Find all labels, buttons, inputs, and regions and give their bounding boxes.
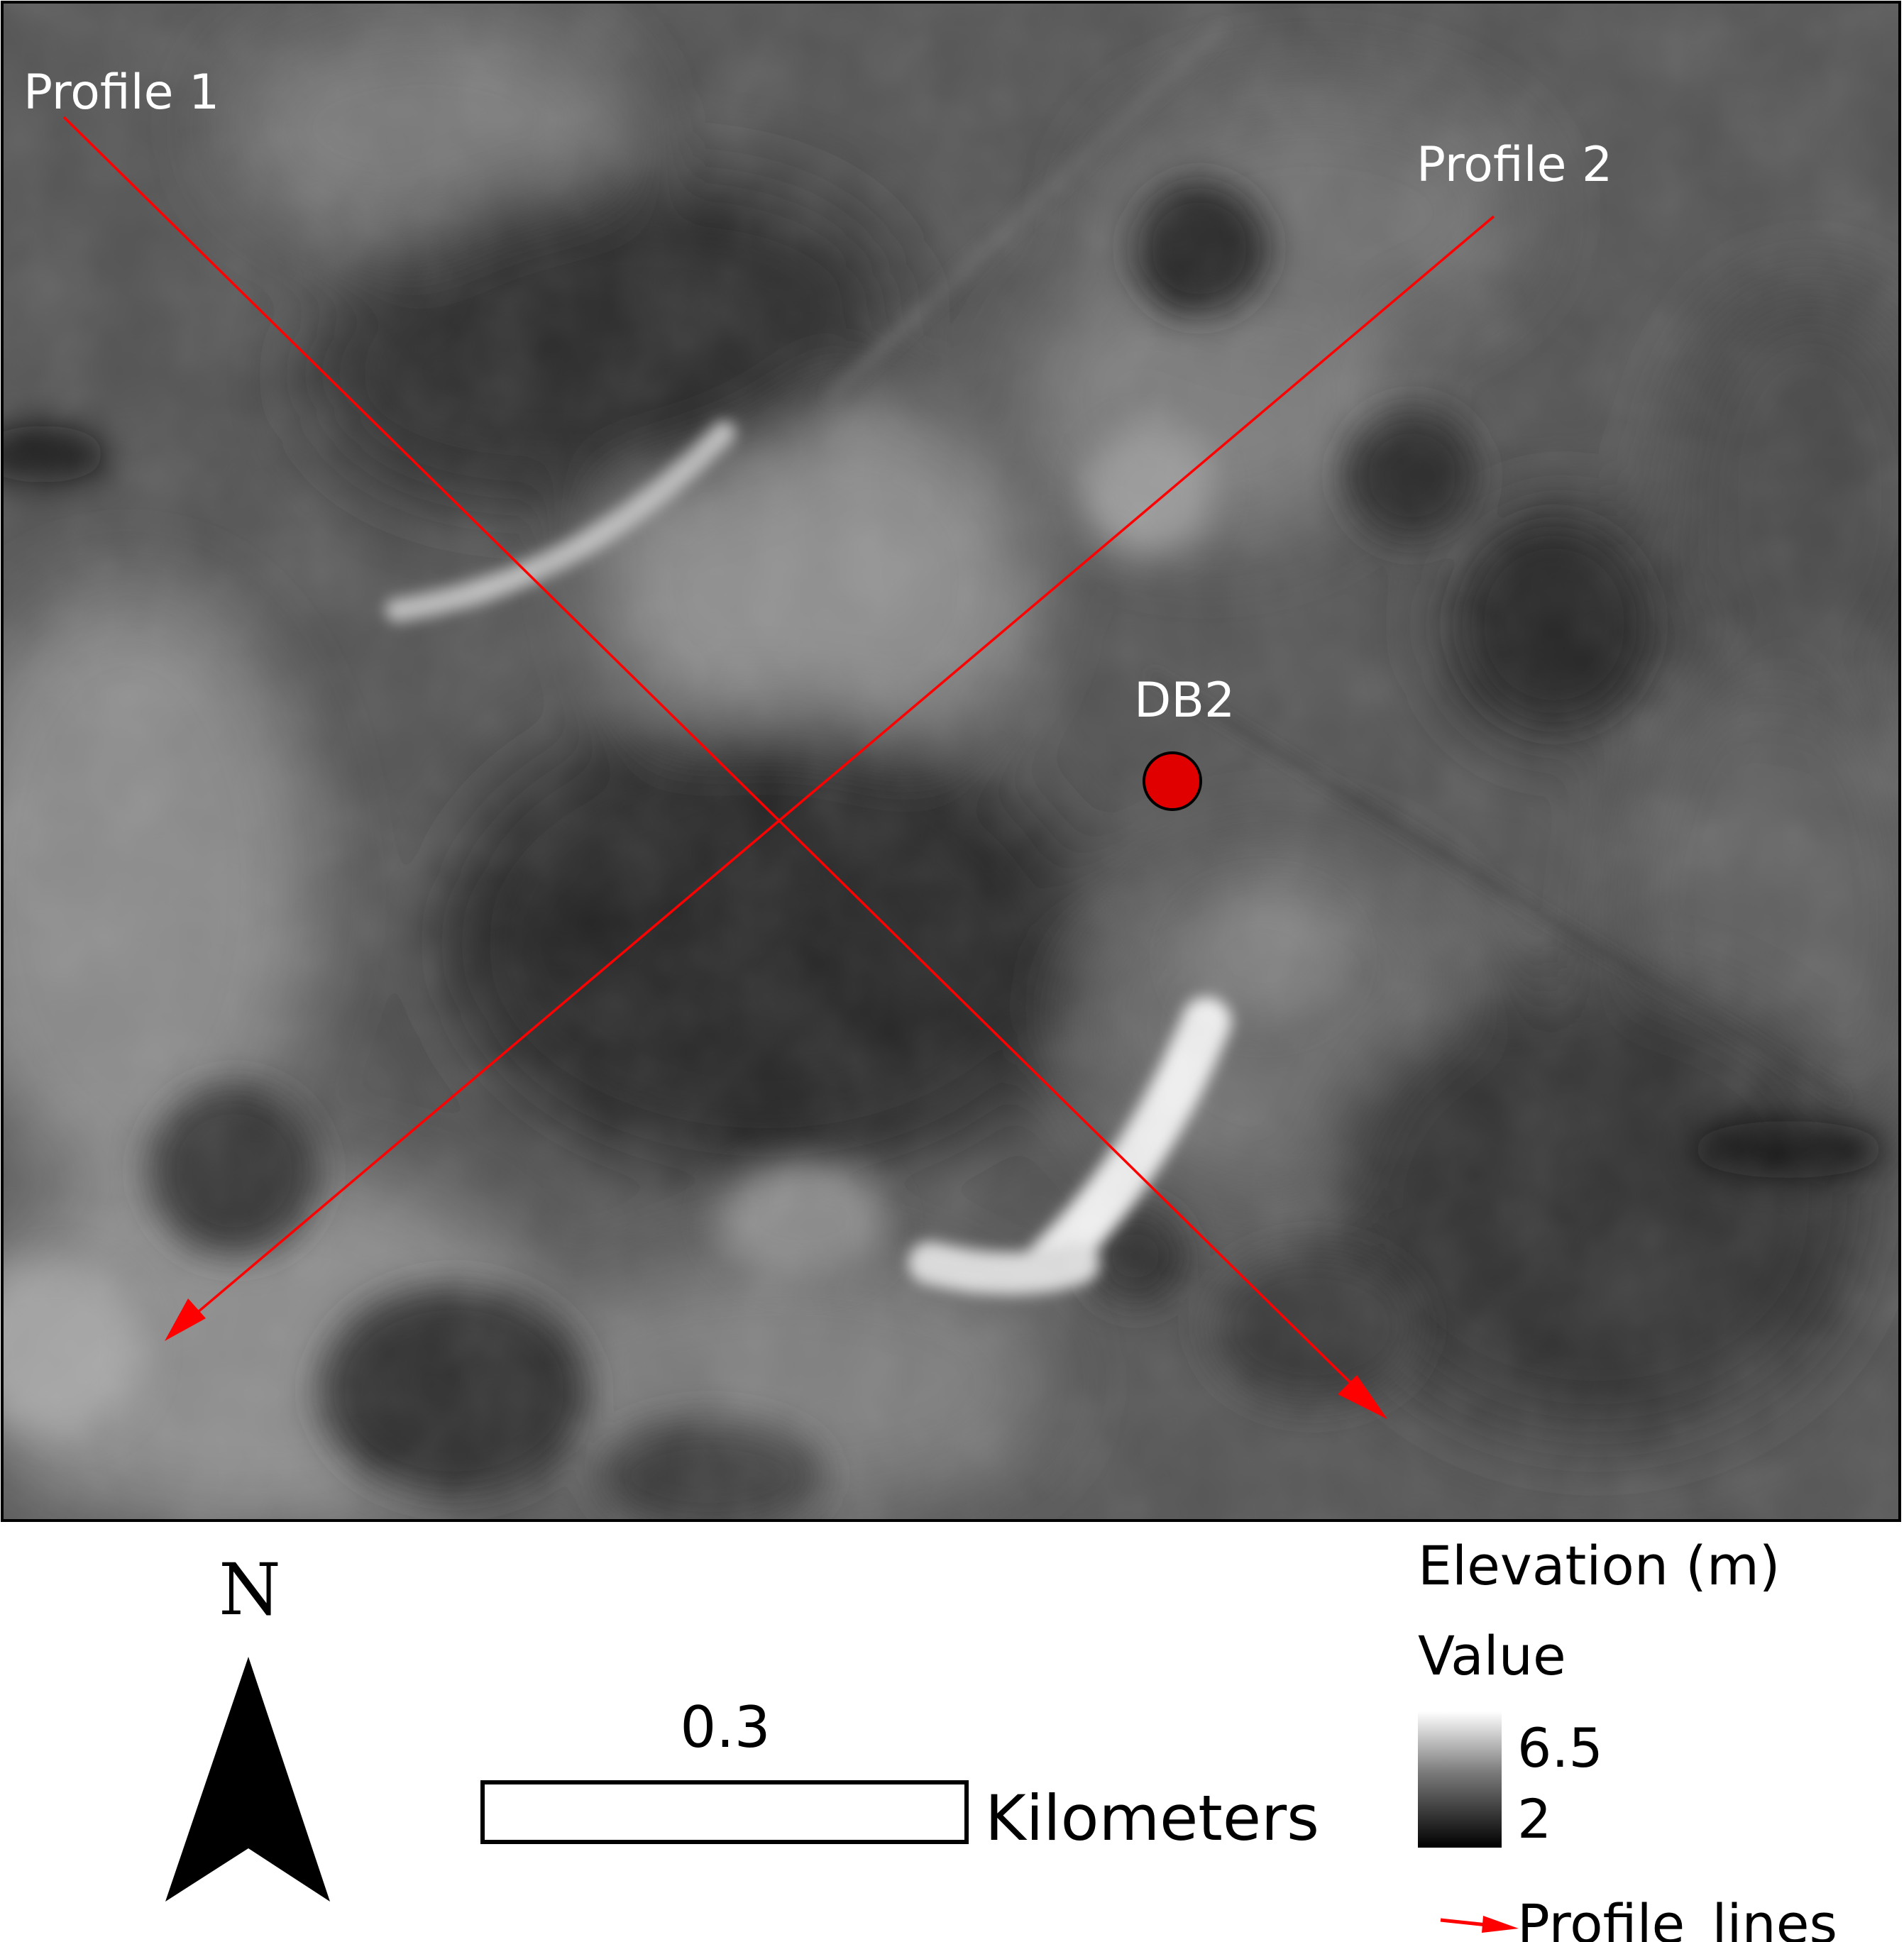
legend: Elevation (m) Value 6.5 2 Profile_lines	[1418, 1534, 1837, 1942]
legend-title: Elevation (m)	[1418, 1534, 1781, 1597]
site-label: DB2	[1134, 673, 1235, 729]
legend-subtitle: Value	[1418, 1624, 1566, 1687]
scale-value-label: 0.3	[680, 1694, 770, 1760]
elevation-raster	[2, 2, 1900, 1521]
profile-lines	[62, 116, 1495, 1419]
north-arrow: N	[165, 1548, 330, 1902]
scale-unit-label: Kilometers	[985, 1782, 1319, 1855]
site-marker-icon	[1143, 751, 1202, 811]
map-frame	[1, 1, 1901, 1522]
scale-bar-box	[480, 1780, 969, 1844]
profile-line-1	[62, 116, 1387, 1419]
north-arrow-icon	[165, 1657, 330, 1902]
profile-line-2	[165, 215, 1495, 1341]
north-label: N	[219, 1548, 281, 1631]
legend-max-label: 6.5	[1517, 1716, 1603, 1780]
profile-1-label: Profile 1	[23, 65, 219, 121]
scale-bar: 0.3 Kilometers	[480, 1694, 1319, 1855]
legend-line-label: Profile_lines	[1517, 1892, 1837, 1942]
legend-color-ramp	[1418, 1711, 1502, 1848]
legend-line-symbol	[1440, 1916, 1519, 1933]
site-db2: DB2	[1134, 673, 1235, 811]
profile-2-label: Profile 2	[1416, 137, 1612, 193]
legend-min-label: 2	[1517, 1787, 1551, 1850]
arrow-right-icon	[1482, 1916, 1519, 1933]
